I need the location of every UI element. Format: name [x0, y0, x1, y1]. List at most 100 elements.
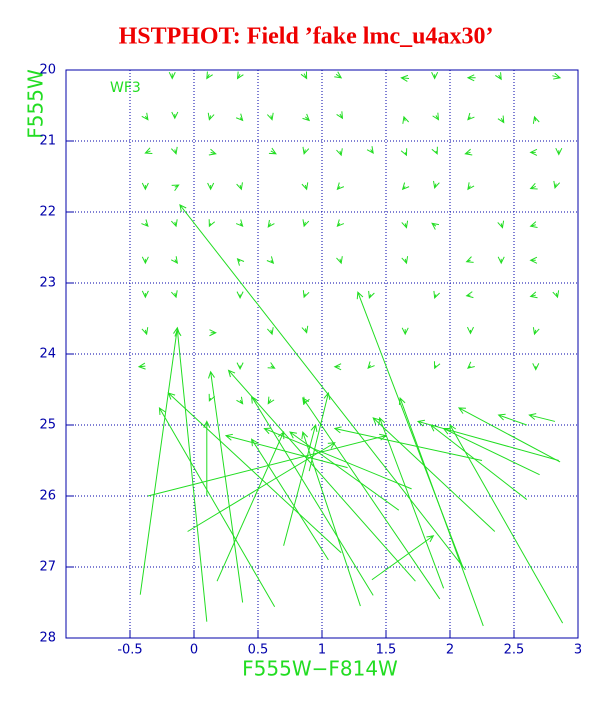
- arrow: [378, 416, 445, 589]
- arrow: [208, 219, 216, 228]
- x-tick-label: -0.5: [117, 643, 142, 658]
- arrow: [401, 182, 410, 191]
- arrow: [302, 290, 310, 299]
- arrow: [141, 182, 149, 191]
- arrow: [336, 182, 345, 191]
- arrow: [528, 413, 556, 422]
- arrow: [497, 256, 505, 265]
- arrow: [464, 148, 473, 156]
- arrow: [208, 148, 217, 156]
- x-tick-label: 2.5: [504, 643, 525, 658]
- arrow: [302, 219, 310, 228]
- arrow: [466, 326, 474, 335]
- arrow: [144, 147, 153, 154]
- arrow: [170, 290, 178, 299]
- arrow: [529, 148, 538, 156]
- arrow: [333, 426, 483, 461]
- arrow: [208, 393, 216, 402]
- arrow: [532, 363, 540, 371]
- arrow: [235, 113, 244, 122]
- arrow: [333, 363, 342, 371]
- arrow: [167, 392, 342, 554]
- arrow: [170, 146, 178, 155]
- arrow: [141, 219, 149, 228]
- arrow: [141, 112, 149, 121]
- arrow: [401, 220, 409, 229]
- arrow: [289, 431, 400, 511]
- arrow: [301, 182, 309, 191]
- arrow: [216, 431, 285, 582]
- y-tick-label: 22: [39, 205, 56, 220]
- arrow: [465, 291, 474, 299]
- arrow: [209, 329, 217, 337]
- y-axis-title: F555W: [24, 69, 48, 139]
- arrow: [400, 148, 408, 157]
- arrow: [266, 327, 274, 336]
- arrow: [250, 438, 329, 561]
- arrow: [334, 71, 343, 79]
- arrow: [442, 428, 540, 476]
- arrow: [431, 146, 438, 155]
- arrow: [203, 420, 211, 496]
- x-tick-label: 2: [446, 643, 454, 658]
- arrow: [401, 327, 409, 336]
- y-tick-label: 25: [39, 418, 56, 433]
- arrow: [429, 424, 528, 500]
- arrow: [301, 325, 309, 334]
- arrow: [171, 184, 180, 192]
- arrow: [263, 427, 412, 490]
- y-tick-label: 20: [39, 63, 56, 78]
- arrow: [466, 74, 476, 82]
- arrow: [308, 391, 331, 472]
- arrow: [236, 182, 243, 191]
- y-tick-label: 26: [39, 489, 56, 504]
- arrow: [552, 290, 560, 299]
- arrow: [171, 111, 179, 120]
- y-tick-label: 27: [39, 560, 56, 575]
- x-tick-label: 3: [574, 643, 582, 658]
- arrow: [367, 361, 375, 370]
- arrow: [401, 256, 409, 265]
- arrow: [433, 361, 441, 370]
- arrow: [141, 327, 149, 336]
- arrow: [179, 203, 466, 571]
- arrow: [266, 112, 274, 121]
- arrow: [497, 413, 527, 426]
- arrow: [555, 147, 563, 156]
- arrow: [207, 112, 215, 121]
- arrow: [300, 71, 308, 80]
- arrow: [552, 72, 562, 80]
- arrow: [302, 397, 441, 600]
- arrow: [236, 362, 244, 371]
- arrow: [139, 326, 180, 595]
- x-axis-title: F555W−F814W: [242, 657, 398, 681]
- arrow: [433, 290, 440, 299]
- arrow: [529, 256, 538, 264]
- arrow: [158, 406, 276, 608]
- arrow: [336, 148, 343, 157]
- arrow: [529, 183, 538, 190]
- arrow: [495, 72, 502, 81]
- arrow: [465, 256, 474, 263]
- arrow: [529, 291, 538, 299]
- arrow: [372, 417, 496, 532]
- arrow: [467, 361, 475, 369]
- arrow: [532, 327, 540, 336]
- arrow: [283, 423, 318, 546]
- arrow: [168, 71, 176, 80]
- arrow: [170, 219, 178, 228]
- x-tick-label: 0: [190, 643, 198, 658]
- arrow: [174, 328, 208, 622]
- x-tick-label: 1: [318, 643, 326, 658]
- arrow: [267, 219, 275, 228]
- arrow: [432, 112, 440, 121]
- arrow: [236, 258, 245, 266]
- arrow: [227, 369, 416, 582]
- arrow: [266, 256, 275, 264]
- arrow: [137, 362, 146, 370]
- arrow: [431, 71, 439, 80]
- arrow: [336, 256, 343, 265]
- arrow: [398, 396, 484, 627]
- arrow: [236, 71, 244, 80]
